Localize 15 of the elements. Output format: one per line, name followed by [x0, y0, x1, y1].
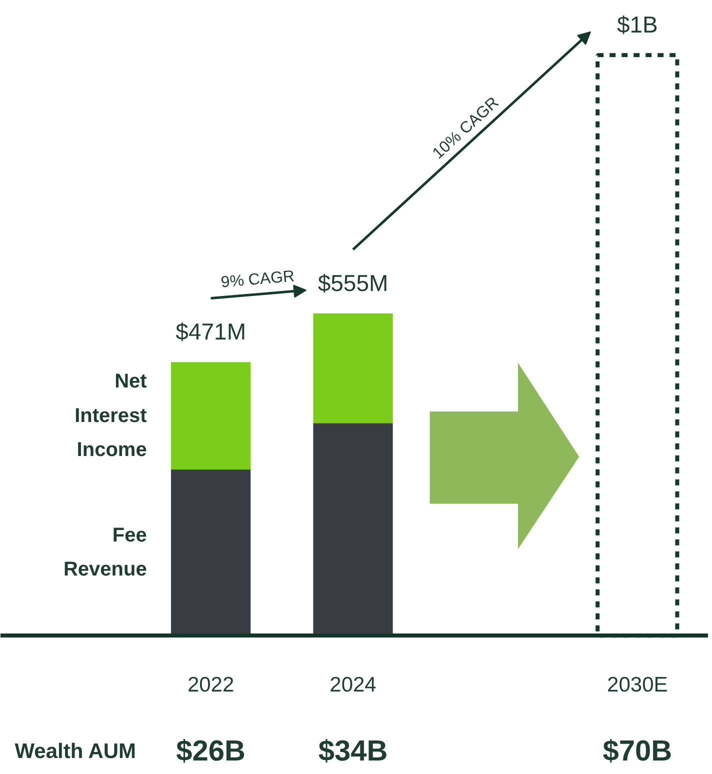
text: Wealth AUM	[14, 740, 136, 764]
total-label: $555M	[318, 270, 388, 296]
bar	[170, 362, 251, 470]
text: $70B	[602, 736, 672, 768]
x-tick-label: 2030E	[607, 674, 668, 697]
total-label: $471M	[176, 318, 246, 345]
series-label: Net Interest Income	[74, 370, 148, 461]
total-label: $1B	[616, 12, 658, 38]
x-tick-label: 2024	[330, 674, 377, 697]
series-label: Fee Revenue	[63, 524, 147, 581]
x-tick-label: 2022	[187, 674, 234, 697]
annotation: 9% CAGR	[220, 268, 296, 292]
text: $34B	[318, 736, 388, 768]
text: $26B	[176, 736, 246, 768]
bar	[313, 313, 393, 424]
